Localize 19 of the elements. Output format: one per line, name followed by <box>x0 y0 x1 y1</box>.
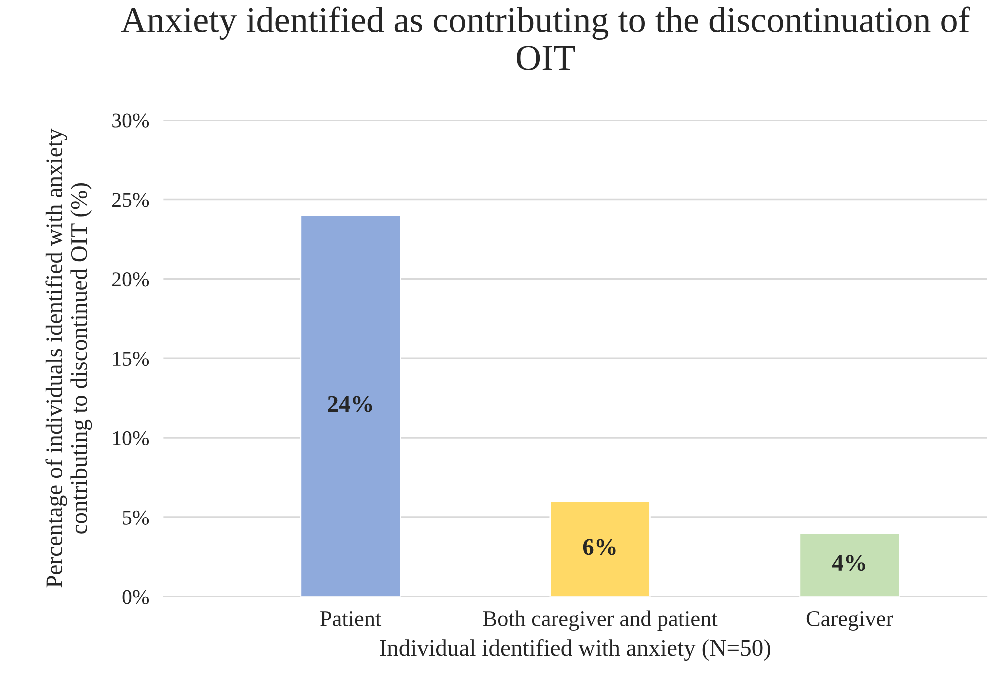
y-tick-label: 5% <box>123 510 150 525</box>
y-tick-label: 0% <box>122 590 150 604</box>
y-tick-label: 30% <box>112 114 150 128</box>
data-label: 4% <box>832 555 866 572</box>
bar <box>799 532 900 597</box>
y-tick-label: 15% <box>113 352 150 366</box>
y-tick-label: 20% <box>112 272 150 287</box>
y-tick-label: 25% <box>112 193 150 208</box>
x-tick-label: Patient <box>320 612 382 626</box>
data-label: 24% <box>328 396 372 412</box>
data-label: 6% <box>583 539 616 556</box>
bar <box>300 214 402 597</box>
bar <box>550 500 651 597</box>
chart-title: Anxiety identified as contributing to the discontinuation of OIT <box>121 6 970 70</box>
x-tick-label: Both caregiver and patient <box>483 610 718 632</box>
y-axis-title: Percentage of individuals identified with anxiety contributing to discontinued OIT (%) <box>46 128 92 588</box>
y-tick-label: 10% <box>113 431 150 446</box>
x-tick-label: Caregiver <box>806 611 894 631</box>
x-axis-title: Individual identified with anxiety (N=50) <box>380 639 770 662</box>
